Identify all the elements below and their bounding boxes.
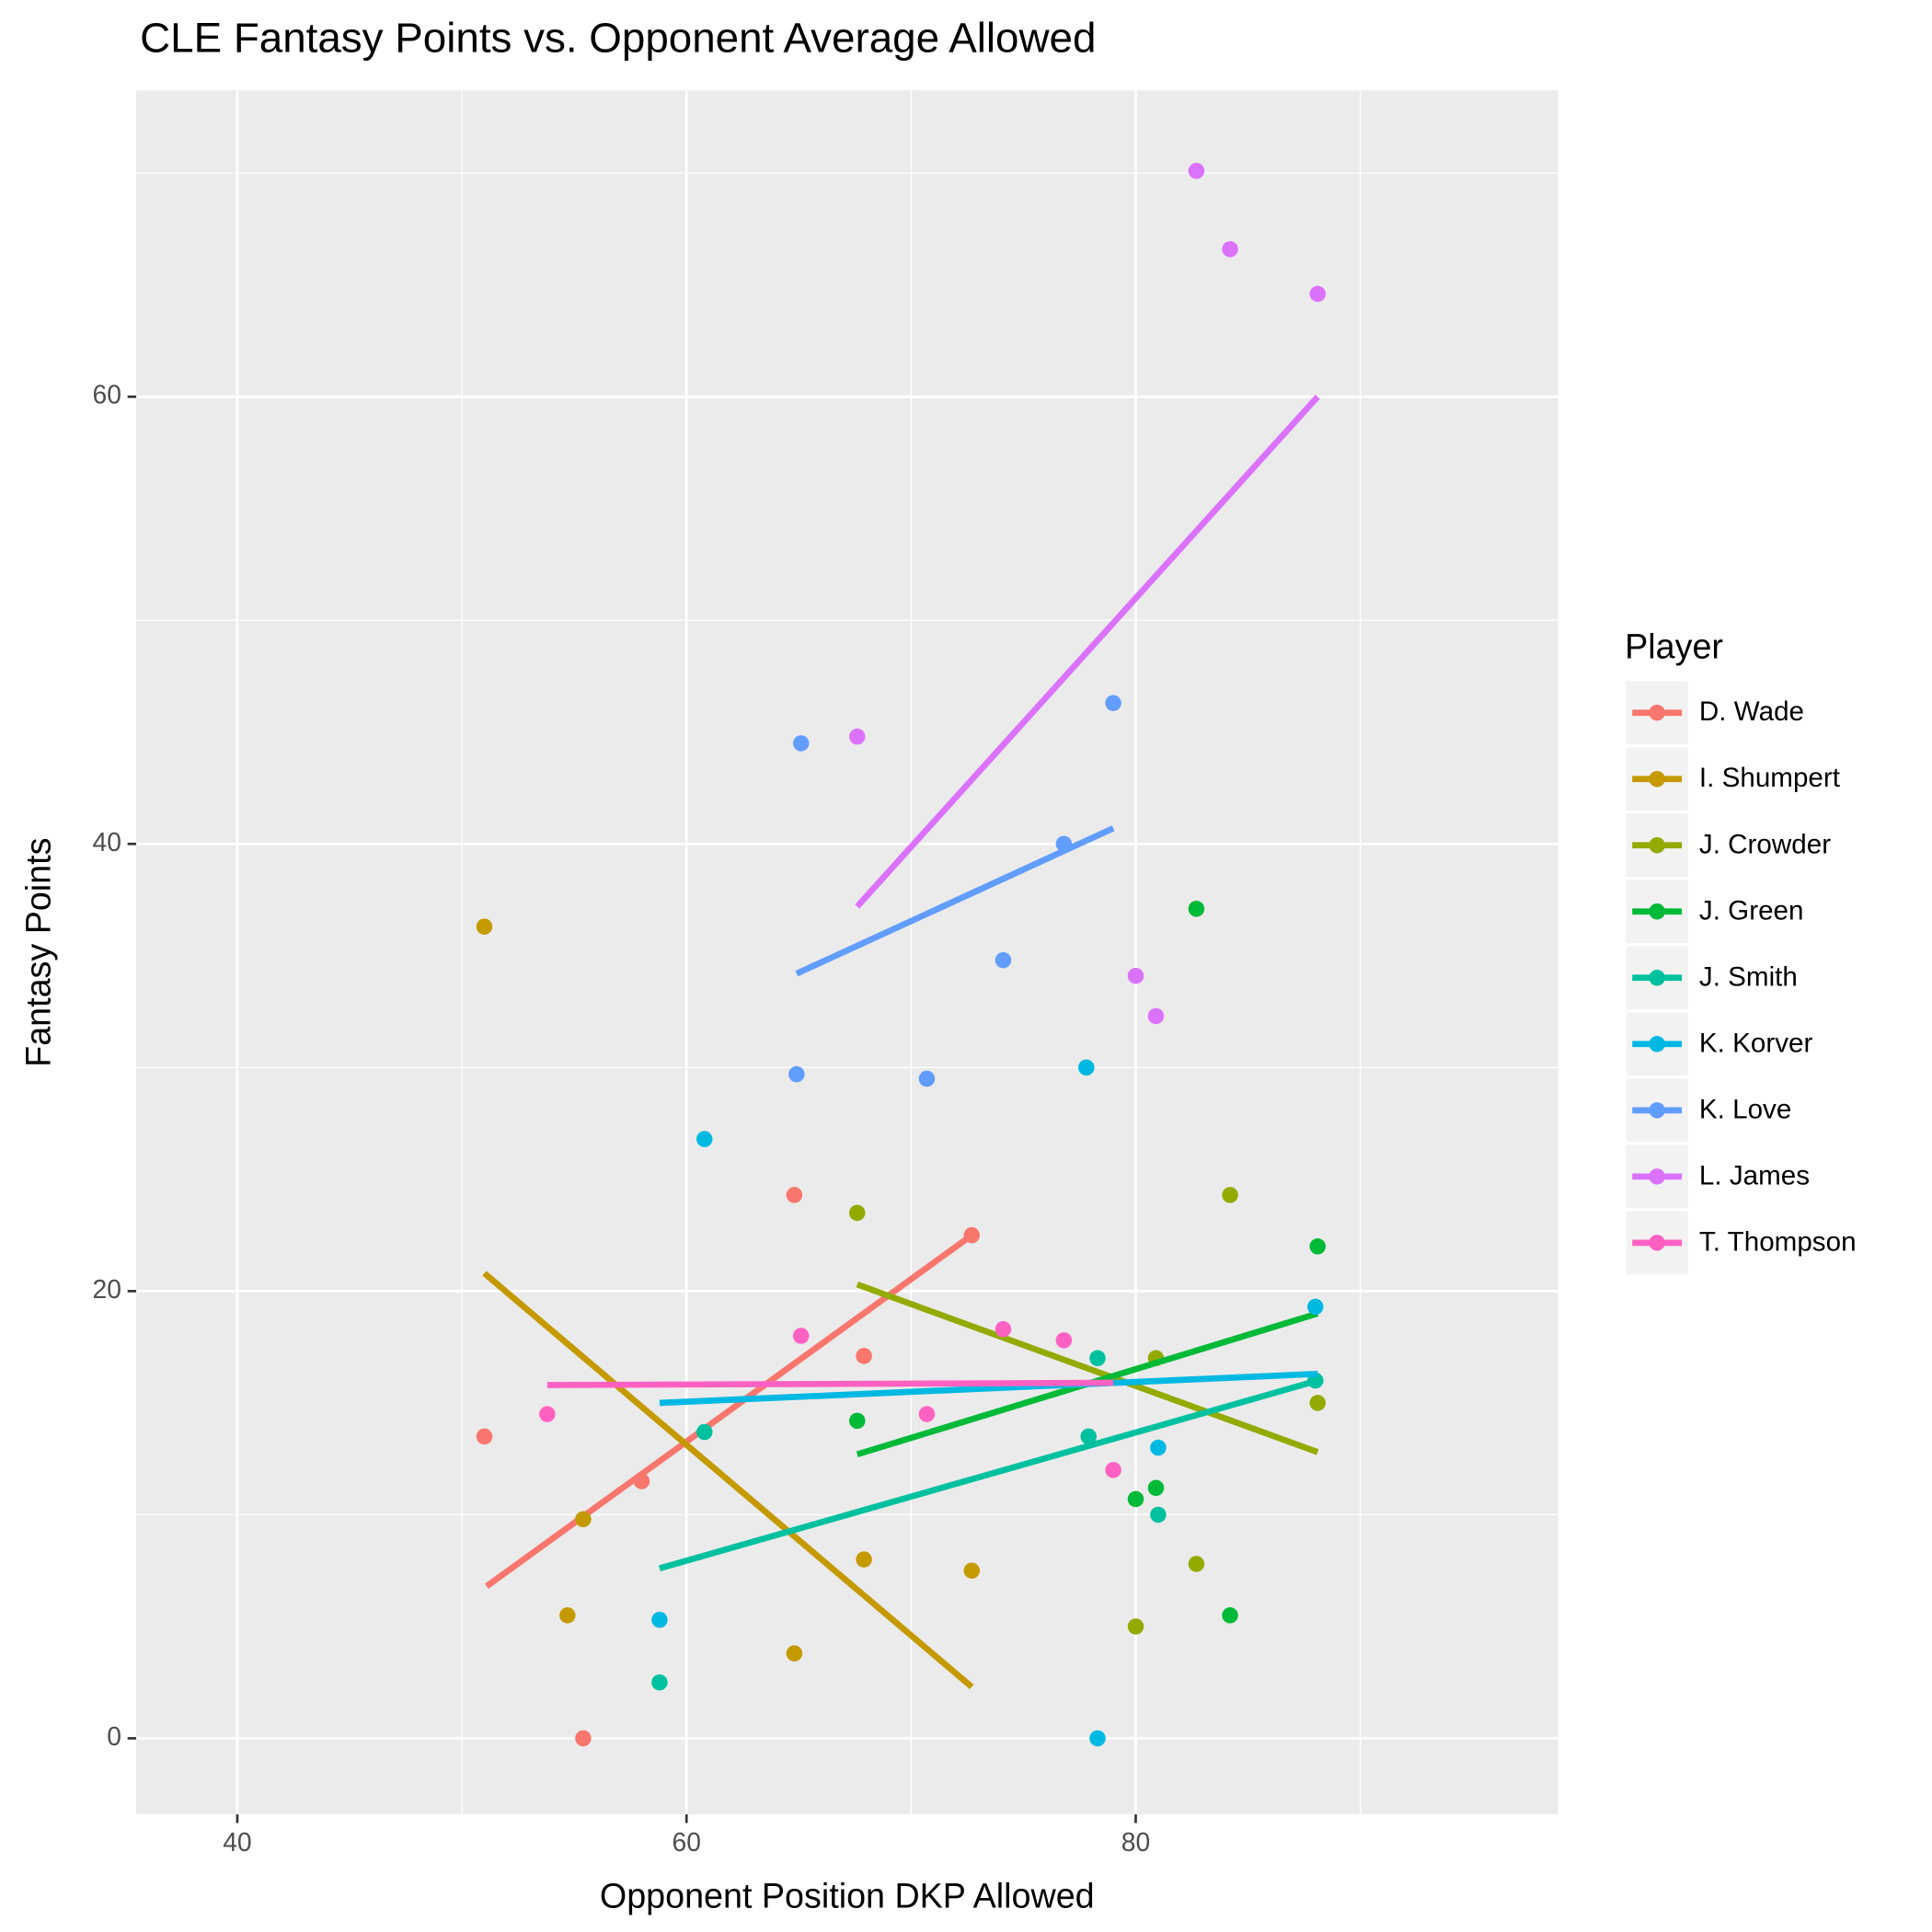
point bbox=[963, 1562, 981, 1579]
point bbox=[856, 1348, 872, 1364]
legend-dot bbox=[1649, 1102, 1665, 1119]
trend-line bbox=[659, 1370, 1318, 1407]
y-tick-label: 60 bbox=[92, 380, 121, 409]
point bbox=[1188, 1556, 1205, 1572]
point bbox=[559, 1607, 576, 1624]
point bbox=[539, 1406, 556, 1422]
point bbox=[786, 1645, 803, 1662]
point bbox=[1127, 967, 1144, 984]
legend-label: L. James bbox=[1699, 1160, 1810, 1190]
trend-line bbox=[546, 1379, 1114, 1388]
y-tick-label: 40 bbox=[92, 827, 121, 857]
legend-label: K. Korver bbox=[1699, 1028, 1813, 1058]
point bbox=[1078, 1059, 1095, 1076]
legend-label: T. Thompson bbox=[1699, 1226, 1857, 1257]
point bbox=[849, 1412, 866, 1430]
trend-line bbox=[482, 1271, 974, 1690]
legend-label: I. Shumpert bbox=[1699, 763, 1841, 793]
point bbox=[786, 1187, 803, 1203]
point bbox=[1309, 1238, 1326, 1255]
point bbox=[792, 735, 810, 752]
x-axis-title: Opponent Position DKP Allowed bbox=[600, 1877, 1095, 1915]
point bbox=[1188, 163, 1205, 179]
point bbox=[1055, 1332, 1073, 1349]
legend-title: Player bbox=[1625, 627, 1723, 665]
legend-dot bbox=[1649, 1235, 1665, 1251]
point bbox=[1222, 1187, 1238, 1203]
legend-dot bbox=[1649, 1036, 1665, 1052]
x-tick-label: 40 bbox=[223, 1827, 251, 1857]
legend-label: J. Crowder bbox=[1699, 829, 1831, 859]
trend-line bbox=[856, 1281, 1319, 1455]
legend-label: D. Wade bbox=[1699, 696, 1804, 727]
point bbox=[575, 1511, 592, 1528]
point bbox=[1147, 1479, 1165, 1497]
point bbox=[476, 918, 493, 935]
legend-dot bbox=[1649, 970, 1665, 986]
point bbox=[696, 1131, 713, 1147]
trend-line bbox=[855, 394, 1320, 909]
legend-dot bbox=[1649, 770, 1665, 788]
point bbox=[651, 1611, 668, 1628]
legend-label: J. Green bbox=[1699, 895, 1804, 926]
point bbox=[1188, 901, 1205, 917]
trend-line bbox=[795, 825, 1115, 977]
point bbox=[651, 1673, 668, 1691]
legend-dot bbox=[1649, 1168, 1665, 1185]
point bbox=[792, 1328, 810, 1344]
legend-label: J. Smith bbox=[1699, 961, 1798, 992]
legend-dot bbox=[1649, 837, 1665, 854]
grid: 40 60 80 0 20 40 60 bbox=[92, 90, 1558, 1857]
legend-label: K. Love bbox=[1699, 1094, 1791, 1124]
point bbox=[1089, 1730, 1106, 1747]
point bbox=[918, 1070, 936, 1087]
legend-dot bbox=[1649, 903, 1665, 920]
chart-title: CLE Fantasy Points vs. Opponent Average … bbox=[140, 15, 1096, 62]
point bbox=[1127, 1618, 1144, 1635]
y-axis-title: Fantasy Points bbox=[18, 838, 57, 1067]
point bbox=[1127, 1490, 1144, 1508]
point bbox=[995, 1320, 1012, 1338]
trend-line bbox=[658, 1377, 1319, 1572]
point bbox=[788, 1065, 805, 1083]
y-tick-label: 0 bbox=[107, 1721, 121, 1751]
point bbox=[1307, 1298, 1324, 1316]
point bbox=[995, 951, 1012, 969]
x-tick-label: 60 bbox=[672, 1827, 700, 1857]
point bbox=[849, 1204, 866, 1222]
legend-dot bbox=[1649, 704, 1665, 721]
point bbox=[1105, 1462, 1121, 1478]
point bbox=[856, 1551, 872, 1568]
y-tick-label: 20 bbox=[92, 1274, 121, 1304]
point bbox=[1105, 695, 1121, 711]
marks bbox=[476, 163, 1326, 1747]
point bbox=[1309, 285, 1326, 303]
x-tick-label: 80 bbox=[1121, 1827, 1150, 1857]
point bbox=[476, 1428, 493, 1445]
point bbox=[575, 1730, 592, 1747]
point bbox=[1222, 1607, 1238, 1624]
point bbox=[918, 1406, 936, 1422]
point bbox=[1222, 241, 1238, 258]
legend: D. Wade I. Shumpert J. Crowder J. Green J. S… bbox=[1626, 681, 1857, 1275]
point bbox=[849, 728, 866, 745]
point bbox=[1150, 1439, 1167, 1456]
point bbox=[1080, 1428, 1097, 1445]
point bbox=[1089, 1350, 1106, 1367]
point bbox=[1147, 1007, 1165, 1025]
point bbox=[1150, 1506, 1167, 1524]
point bbox=[1309, 1395, 1326, 1411]
point bbox=[696, 1423, 713, 1441]
